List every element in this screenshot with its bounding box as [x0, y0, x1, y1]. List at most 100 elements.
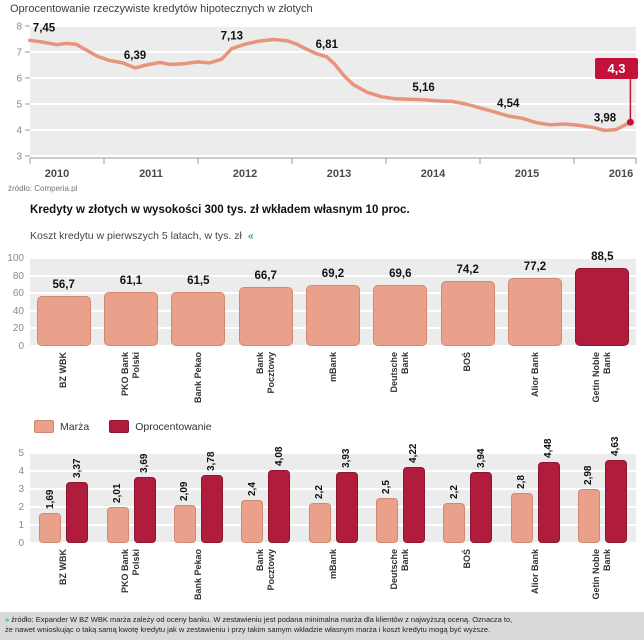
bar-value-label: 66,7: [254, 270, 277, 283]
category-label: Deutsche Bank: [389, 549, 411, 590]
y-tick-label: 4: [16, 126, 22, 137]
year-label: 2013: [327, 168, 351, 180]
year-label: 2012: [233, 168, 257, 180]
point-label: 7,45: [33, 22, 56, 34]
legend-item: Marża: [34, 420, 89, 433]
bar-value-label: 2,2: [448, 485, 460, 500]
bar-value-label: 69,2: [321, 268, 345, 281]
legend-swatch: [34, 420, 54, 433]
bar: [173, 505, 196, 543]
category-label: Bank Pekao: [192, 352, 203, 404]
point-label: 3,98: [594, 113, 617, 125]
bar-value-label: 61,1: [119, 275, 143, 288]
line-chart: 8 7 6 5 4 3 2010 2011 2012 2013 2014 2015 2016 7,45 6,…: [0, 18, 644, 184]
bar: [470, 472, 493, 543]
bar-value-label: 88,5: [591, 251, 614, 264]
category-label: PKO Bank Polski: [120, 549, 141, 594]
category-label: BOŚ: [462, 549, 473, 569]
bar-value-label: 4,22: [408, 443, 420, 464]
interest-line-chart-svg: 8 7 6 5 4 3 2010 2011 2012 2013 2014 2015 2016 7,45 6,…: [16, 22, 638, 180]
y-tick-label: 5: [16, 100, 22, 111]
category-label: Bank Pocztowy: [254, 352, 276, 394]
point-label: 6,39: [124, 50, 146, 62]
bar-chart-subtitle-text: Koszt kredytu w pierwszych 5 latach, w t…: [30, 230, 242, 242]
y-tick-label: 3: [18, 484, 24, 495]
y-tick-label: 0: [18, 538, 24, 549]
y-tick-label: 2: [18, 502, 24, 513]
category-label: mBank: [327, 352, 338, 383]
bar-chart-subtitle: Koszt kredytu w pierwszych 5 latach, w t…: [30, 230, 254, 242]
bar: [104, 292, 158, 346]
y-tick-label: 80: [12, 270, 24, 282]
category-label: Bank Pekao: [192, 549, 203, 601]
gridline: [30, 470, 636, 472]
point-label: 6,81: [316, 39, 339, 51]
bar: [440, 280, 495, 346]
legend-item: Oprocentowanie: [109, 420, 212, 433]
category-label: Alior Bank: [529, 549, 540, 595]
bar-value-label: 4,63: [610, 436, 622, 456]
bar-value-label: 4,48: [543, 438, 554, 459]
bar-value-label: 2,2: [314, 485, 325, 500]
bar-value-label: 2,4: [246, 481, 258, 496]
bar-value-label: 69,6: [389, 267, 412, 280]
plot-background: [30, 453, 636, 543]
year-label: 2011: [139, 168, 163, 180]
bar: [39, 512, 62, 543]
bar: [268, 469, 291, 543]
y-tick-label: 4: [18, 466, 24, 477]
footer-line-1: » źródło: Expander W BZ WBK marża zależy …: [5, 615, 639, 625]
legend-swatch: [109, 420, 130, 433]
highlight-badge-label: 4,3: [607, 61, 625, 76]
bar: [373, 284, 428, 346]
bar: [604, 459, 627, 543]
rate-grouped-bar-chart: 5 4 3 2 1 0 1,69 3,37 BZ WBK 2,01 3,69 PKO Bank Pol…: [0, 436, 644, 612]
legend-label: Marża: [60, 420, 90, 433]
bar: [577, 489, 600, 543]
legend-label: Oprocentowanie: [135, 420, 212, 433]
gridline: [30, 506, 636, 508]
gridline: [30, 524, 636, 526]
gridline: [30, 488, 636, 490]
bar: [241, 499, 264, 543]
category-label: Bank Pocztowy: [254, 549, 276, 591]
bar-value-label: 74,2: [456, 263, 479, 276]
bar: [443, 503, 466, 543]
chevrons-icon: »: [5, 615, 10, 624]
bar-value-label: 4,08: [273, 446, 285, 466]
bar-value-label: 77,2: [523, 261, 547, 274]
category-label: BZ WBK: [58, 352, 69, 388]
bar: [537, 462, 560, 543]
point-label: 4,54: [497, 98, 520, 110]
bar-value-label: 3,37: [71, 458, 83, 479]
bar-value-label: 1,69: [44, 489, 56, 509]
y-tick-label: 0: [18, 341, 24, 352]
footer-line-1-text: źródło: Expander W BZ WBK marża zależy o…: [11, 615, 513, 624]
y-tick-label: 3: [16, 152, 22, 163]
category-label: Alior Bank: [529, 352, 540, 398]
plot-background: [30, 26, 636, 156]
bar: [66, 482, 89, 543]
bar: [133, 476, 156, 543]
highlight-badge: [595, 58, 638, 79]
gridline: [30, 345, 636, 347]
category-label: PKO Bank Polski: [120, 352, 141, 397]
bar-value-label: 3,94: [475, 448, 487, 469]
bar-value-label: 2,01: [112, 483, 123, 503]
line-chart-source: źródło: Comperia.pl: [8, 184, 78, 193]
bar: [508, 278, 562, 346]
bar: [238, 287, 293, 346]
gridline: [30, 452, 636, 454]
point-label: 5,16: [412, 82, 434, 94]
bar-value-label: 3,93: [341, 448, 352, 469]
category-label: Deutsche Bank: [389, 352, 411, 393]
y-tick-label: 8: [16, 22, 22, 33]
chevrons-icon: «: [247, 230, 254, 242]
footer-line-2: że nawet wnioskując o taką samą kwotę kr…: [5, 624, 491, 634]
gridline: [30, 542, 636, 544]
bar-value-label: 2,5: [381, 480, 393, 494]
bar: [402, 467, 425, 543]
bar-value-label: 2,09: [179, 481, 191, 502]
bar: [335, 472, 358, 543]
y-tick-label: 20: [12, 323, 24, 335]
